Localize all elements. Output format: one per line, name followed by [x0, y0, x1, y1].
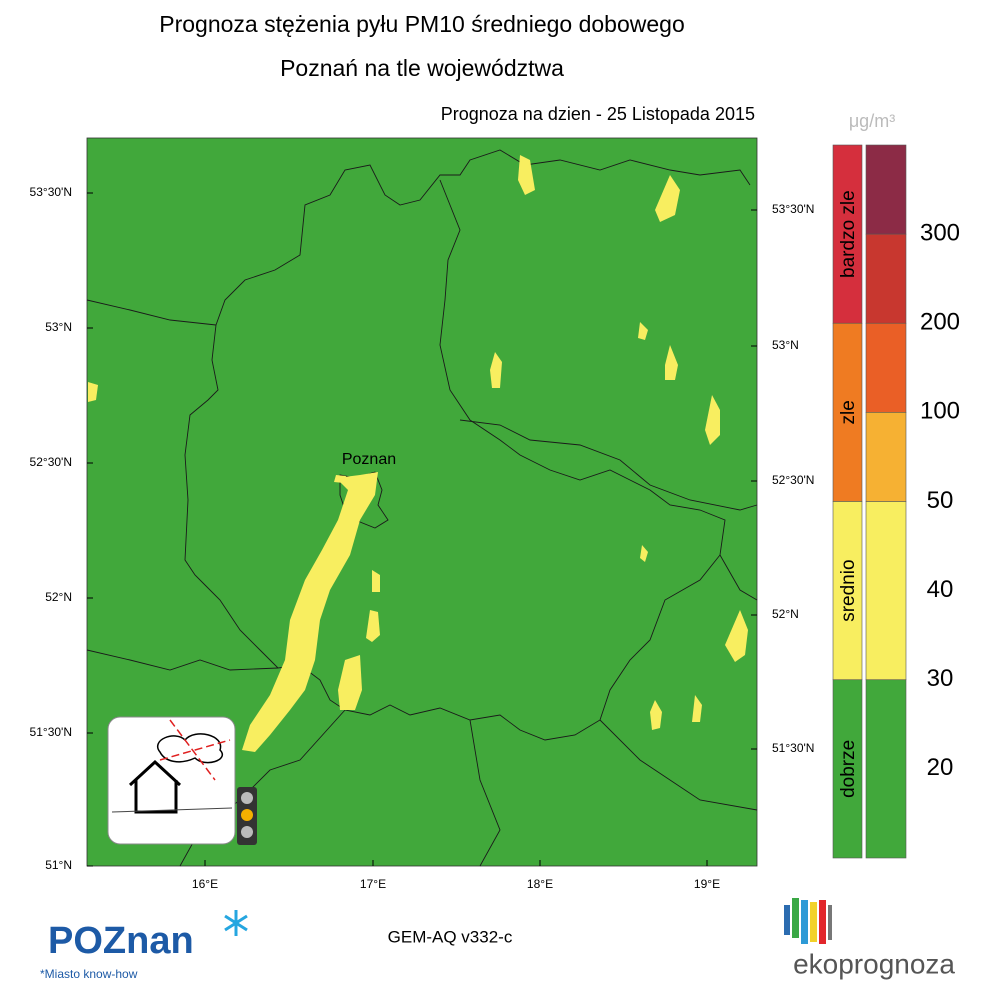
lon-label: 19°E	[694, 877, 720, 891]
lat-label: 53°N	[45, 320, 72, 334]
category-band	[832, 679, 863, 859]
category-label: zle	[838, 400, 859, 424]
title: Prognoza stężenia pyłu PM10 średniego do…	[159, 11, 685, 37]
lat-labels-right: 53°30'N 53°N 52°30'N 52°N 51°30'N	[751, 202, 814, 755]
light-off	[241, 792, 253, 804]
category-band	[832, 144, 863, 324]
lat-label: 53°30'N	[30, 185, 72, 199]
city-logo: POZnan	[48, 920, 194, 962]
scale-label: 300	[920, 219, 960, 246]
lat-label: 52°30'N	[772, 473, 814, 487]
scale-bin	[865, 501, 907, 681]
lat-label: 51°N	[45, 858, 72, 872]
category-label: dobrze	[838, 740, 859, 798]
lat-label: 52°N	[772, 607, 799, 621]
lat-label: 51°30'N	[772, 741, 814, 755]
ground	[111, 807, 233, 813]
subtitle: Poznań na tle województwa	[280, 55, 564, 81]
lat-label: 53°N	[772, 338, 799, 352]
unit: μg/m³	[849, 111, 895, 131]
scale-label: 30	[927, 665, 954, 692]
scale-bin	[865, 144, 907, 235]
lon-label: 16°E	[192, 877, 218, 891]
model-name: GEM-AQ v332-c	[388, 927, 513, 946]
aq-icon	[107, 716, 257, 845]
category-label: bardzo zle	[838, 190, 859, 278]
scale-bin	[865, 233, 907, 324]
lon-label: 17°E	[360, 877, 386, 891]
scale-bin	[865, 679, 907, 859]
lon-labels: 16°E 17°E 18°E 19°E	[192, 860, 720, 891]
lat-label: 52°N	[45, 590, 72, 604]
scale-bin	[865, 412, 907, 502]
category-band	[832, 322, 863, 502]
cross	[159, 719, 231, 781]
brand: ekoprognoza	[793, 948, 955, 979]
city-label: Poznan	[342, 451, 396, 468]
scale-label: 200	[920, 309, 960, 336]
scale-label: 100	[920, 398, 960, 425]
logo-asterisk	[224, 910, 248, 936]
lat-label: 52°30'N	[30, 455, 72, 469]
light-on	[241, 809, 253, 821]
forecast-date: Prognoza na dzien - 25 Listopada 2015	[441, 104, 755, 124]
lat-label: 51°30'N	[30, 725, 72, 739]
lat-labels-left: 53°30'N 53°N 52°30'N 52°N 51°30'N 51°N	[30, 185, 93, 872]
city-slogan: *Miasto know-how	[40, 967, 138, 981]
category-label: srednio	[838, 559, 859, 621]
scale-label: 40	[927, 576, 954, 603]
scale-label: 50	[927, 487, 954, 514]
house	[128, 759, 182, 814]
category-band	[832, 501, 863, 681]
light-off	[241, 826, 253, 838]
pollution-areas	[88, 155, 748, 752]
lon-label: 18°E	[527, 877, 553, 891]
legend: bardzo zle zle srednio dobrze 300 200 100 50 40 3…	[832, 144, 960, 859]
map: Poznan 53°30'N 53°N 52°30'N 52°N 51°30'N 51°N…	[30, 137, 814, 891]
scale-label: 20	[927, 754, 954, 781]
brand-mark	[784, 898, 832, 944]
lat-label: 53°30'N	[772, 202, 814, 216]
scale-bin	[865, 322, 907, 413]
